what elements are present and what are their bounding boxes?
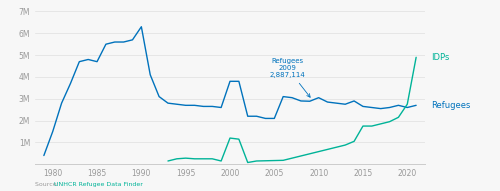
- Text: UNHCR Refugee Data Finder: UNHCR Refugee Data Finder: [54, 182, 142, 187]
- Text: Refugees: Refugees: [431, 101, 470, 110]
- Text: IDPs: IDPs: [431, 53, 450, 62]
- Text: Refugees
2009
2,887,114: Refugees 2009 2,887,114: [270, 58, 310, 97]
- Text: Source:: Source:: [35, 182, 61, 187]
